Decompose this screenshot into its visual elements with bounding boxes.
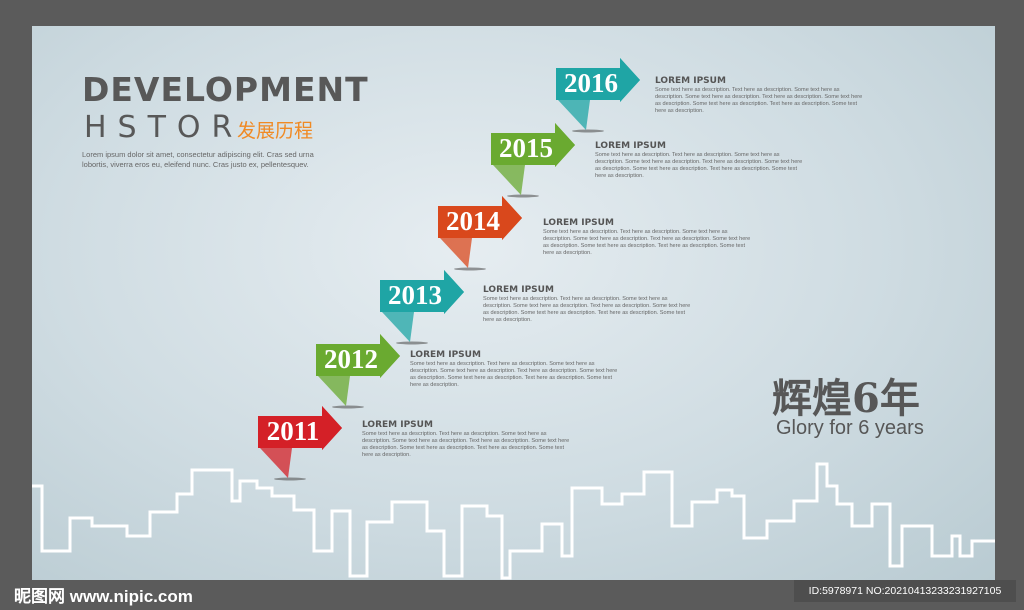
arrow-banner-icon	[380, 270, 464, 345]
arrow-banner-icon	[258, 406, 342, 481]
milestone-text: Some text here as description. Text here…	[410, 361, 618, 388]
milestone-description: LOREM IPSUM Some text here as description…	[410, 350, 620, 389]
milestone-heading: LOREM IPSUM	[483, 285, 554, 295]
milestone-heading: LOREM IPSUM	[543, 218, 614, 228]
year-label: 2016	[564, 68, 618, 98]
milestone-heading: LOREM IPSUM	[410, 350, 481, 360]
arrow-banner-icon	[438, 196, 522, 271]
intro-text: Lorem ipsum dolor sit amet, consectetur …	[82, 150, 314, 169]
year-label: 2014	[446, 206, 500, 236]
milestone-text: Some text here as description. Text here…	[483, 296, 691, 323]
milestone-text: Some text here as description. Text here…	[362, 431, 570, 458]
watermark-logo: 昵图网 www.nipic.com	[14, 587, 193, 606]
milestone-description: LOREM IPSUM Some text here as description…	[362, 420, 572, 459]
year-label: 2012	[324, 344, 378, 374]
glory-chinese: 辉煌6年	[772, 375, 920, 422]
city-skyline-outline	[32, 462, 995, 580]
year-label: 2013	[388, 280, 442, 310]
title-development: DEVELOPMENT	[82, 70, 369, 109]
arrow-banner-icon	[316, 334, 400, 409]
title-chinese: 发展历程	[237, 121, 314, 142]
arrow-banner-icon	[556, 58, 640, 133]
milestone-text: Some text here as description. Text here…	[543, 229, 751, 256]
milestone-description: LOREM IPSUM Some text here as description…	[543, 218, 753, 257]
milestone-description: LOREM IPSUM Some text here as description…	[595, 141, 805, 180]
milestone-description: LOREM IPSUM Some text here as description…	[483, 285, 693, 324]
milestone-description: LOREM IPSUM Some text here as description…	[655, 76, 865, 115]
milestone-text: Some text here as description. Text here…	[595, 152, 803, 179]
milestone-heading: LOREM IPSUM	[362, 420, 433, 430]
image-id-label: ID:5978971 NO:20210413233231927105	[794, 580, 1016, 602]
glory-english: Glory for 6 years	[776, 417, 924, 439]
poster-panel: DEVELOPMENT HSTOR 发展历程 Lorem ipsum dolor…	[32, 26, 995, 580]
milestone-heading: LOREM IPSUM	[655, 76, 726, 86]
milestone-text: Some text here as description. Text here…	[655, 87, 863, 114]
year-label: 2011	[266, 416, 320, 446]
arrow-banner-icon	[491, 123, 575, 198]
milestone-heading: LOREM IPSUM	[595, 141, 666, 151]
year-label: 2015	[499, 133, 553, 163]
title-history: HSTOR	[84, 110, 244, 145]
